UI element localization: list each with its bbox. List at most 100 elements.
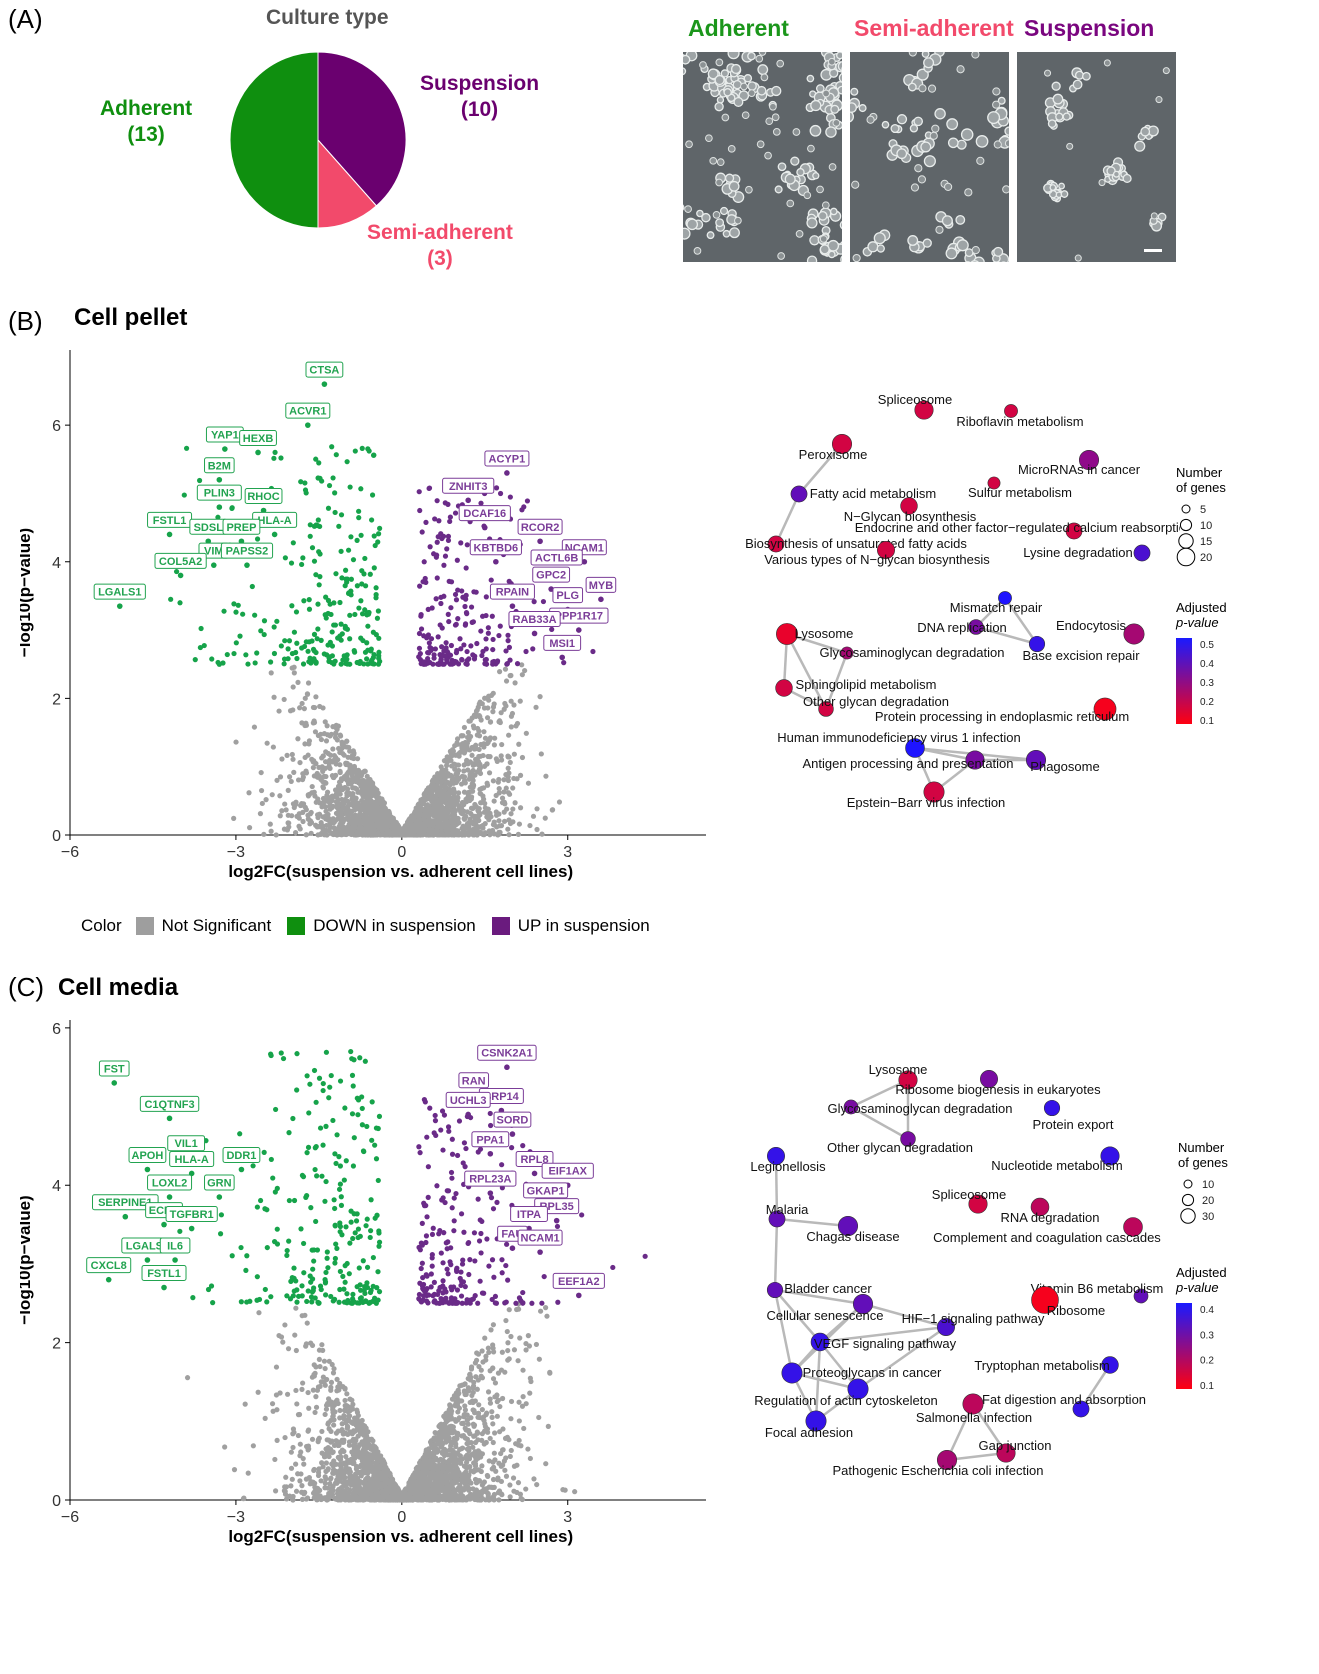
point-not-significant [380, 804, 386, 810]
point-up [479, 652, 485, 659]
point-not-significant [430, 821, 437, 827]
point-not-significant [464, 743, 470, 749]
point-up [505, 638, 511, 644]
pathway-node [767, 535, 785, 553]
gene-label: SDSL [194, 522, 224, 534]
point-not-significant [435, 779, 441, 786]
pathway-node [776, 623, 798, 645]
point-up [417, 651, 423, 657]
point-not-significant [506, 732, 512, 738]
point-down [278, 455, 284, 461]
gene-label-box [484, 450, 530, 467]
point-down [261, 618, 268, 624]
point-up [424, 635, 430, 641]
point-not-significant [444, 758, 450, 764]
point-down [329, 659, 335, 666]
point-up [431, 652, 437, 658]
cell [803, 191, 812, 200]
cell [806, 217, 818, 229]
point-not-significant [507, 1453, 513, 1460]
point-not-significant [477, 786, 483, 792]
point-down [181, 492, 187, 498]
point-not-significant [469, 752, 475, 758]
point-up [497, 623, 503, 629]
point-not-significant [272, 1488, 279, 1494]
cell [1103, 59, 1111, 67]
point-not-significant [474, 732, 480, 738]
point-not-significant [475, 807, 481, 813]
point-not-significant [325, 1421, 331, 1427]
point-not-significant [297, 1441, 303, 1447]
point-down [314, 636, 320, 642]
gene-label: CTSA [309, 365, 339, 377]
point-not-significant [461, 789, 468, 795]
cell [914, 164, 923, 173]
pathway-node [968, 619, 984, 635]
point-not-significant [290, 1426, 297, 1432]
point-not-significant [442, 782, 448, 789]
point-up [421, 659, 427, 665]
point-not-significant [388, 816, 394, 823]
cell [732, 79, 742, 90]
point-not-significant [517, 805, 524, 811]
gene-label: KBTBD6 [474, 542, 519, 554]
cell [1051, 81, 1061, 91]
point-not-significant [286, 820, 292, 826]
point-not-significant [452, 743, 458, 749]
point-up [416, 630, 423, 637]
cell [1074, 254, 1082, 262]
point-not-significant [386, 808, 392, 814]
point-not-significant [354, 756, 361, 762]
point-not-significant [297, 1478, 303, 1484]
point-not-significant [320, 823, 326, 829]
point-not-significant [257, 811, 264, 817]
point-not-significant [380, 799, 386, 805]
point-not-significant [481, 729, 487, 735]
point-not-significant [339, 1447, 346, 1453]
pathway-label: Biosynthesis of unsaturated fatty acids [745, 536, 967, 551]
point-down [370, 629, 376, 635]
labeled-point [581, 558, 588, 565]
pathway-node [923, 781, 945, 803]
pie-title: Culture type [266, 6, 389, 29]
color-legend-tick: 0.5 [1200, 640, 1214, 651]
network-edge [1003, 597, 1039, 645]
point-not-significant [333, 722, 339, 728]
point-up [449, 661, 455, 667]
point-not-significant [331, 752, 337, 759]
point-up [434, 498, 440, 504]
point-down [289, 603, 295, 609]
point-not-significant [312, 729, 319, 735]
pathway-node [998, 591, 1012, 605]
point-down [306, 606, 313, 612]
point-not-significant [381, 809, 387, 815]
color-legend-tick: 0.2 [1200, 697, 1214, 708]
point-down [313, 456, 319, 462]
point-not-significant [448, 807, 454, 813]
point-up [421, 559, 427, 565]
point-not-significant [527, 822, 533, 829]
cell [747, 81, 757, 91]
point-not-significant [466, 718, 472, 724]
gene-label: B2M [208, 460, 231, 472]
point-not-significant [432, 1430, 438, 1436]
point-not-significant [514, 776, 520, 782]
point-not-significant [416, 832, 422, 838]
pathway-label: Mismatch repair [950, 600, 1043, 615]
point-not-significant [362, 813, 368, 819]
cell [992, 87, 1001, 96]
cell [716, 158, 725, 167]
point-up [503, 648, 509, 654]
gene-label-box [222, 518, 261, 535]
pathway-node [1093, 697, 1117, 721]
labeled-point [481, 524, 488, 531]
point-not-significant [310, 704, 317, 711]
point-up [530, 646, 536, 652]
point-down [348, 588, 354, 594]
point-not-significant [487, 719, 494, 725]
pathway-label: MicroRNAs in cancer [1018, 462, 1141, 477]
color-legend-title-2: p-value [1176, 615, 1219, 630]
point-not-significant [482, 800, 488, 807]
point-not-significant [513, 723, 519, 729]
point-not-significant [334, 1376, 340, 1382]
